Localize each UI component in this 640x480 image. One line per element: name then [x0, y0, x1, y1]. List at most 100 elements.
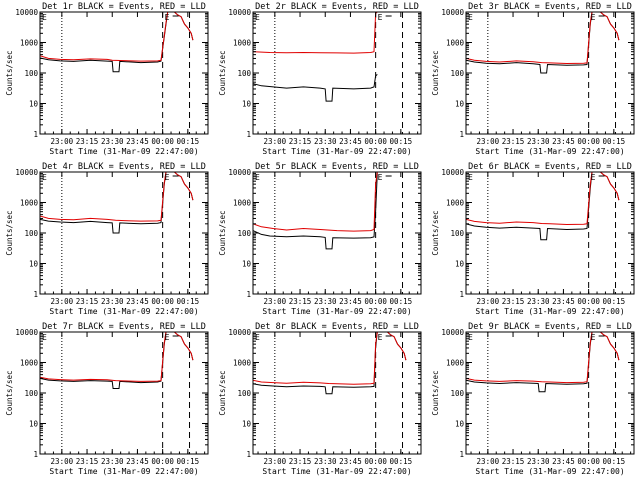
x-tick-label: 23:30 — [527, 297, 550, 306]
y-tick-label: 1000 — [446, 359, 465, 368]
plot-frame — [252, 171, 422, 295]
y-axis-label: Counts/sec — [218, 50, 227, 95]
panel-title: Det 6r BLACK = Events, RED = LLD — [468, 162, 632, 172]
x-tick-label: 23:30 — [101, 137, 124, 146]
x-axis-label: Start Time (31-Mar-09 22:47:00) — [262, 467, 411, 476]
y-tick-label: 10 — [29, 420, 39, 429]
x-tick-label: 23:00 — [264, 457, 287, 466]
events-rate-line — [466, 332, 620, 393]
x-tick-label: 23:45 — [552, 457, 575, 466]
x-tick-label: 23:45 — [552, 297, 575, 306]
x-tick-label: 23:00 — [477, 297, 500, 306]
x-tick-label: 23:30 — [101, 457, 124, 466]
events-rate-line — [253, 74, 378, 102]
x-axis-label: Start Time (31-Mar-09 22:47:00) — [262, 307, 411, 316]
x-tick-label: 23:45 — [552, 137, 575, 146]
x-tick-label: 00:15 — [390, 137, 413, 146]
y-tick-label: 10000 — [228, 168, 251, 177]
y-tick-label: 1 — [459, 290, 464, 299]
y-tick-label: 10 — [455, 420, 465, 429]
y-tick-label: 1 — [33, 450, 38, 459]
plot-frame — [252, 331, 422, 455]
plot-frame — [39, 171, 209, 295]
y-axis-label: Counts/sec — [431, 50, 440, 95]
x-tick-label: 00:15 — [177, 297, 200, 306]
x-tick-label: 23:30 — [314, 297, 337, 306]
x-tick-label: 23:00 — [477, 457, 500, 466]
panel-title: Det 8r BLACK = Events, RED = LLD — [255, 322, 419, 332]
lld-rate-line — [253, 172, 378, 232]
x-tick-label: 23:45 — [126, 457, 149, 466]
x-tick-label: 00:00 — [577, 297, 600, 306]
panel-title: Det 1r BLACK = Events, RED = LLD — [42, 2, 206, 12]
x-tick-label: 23:45 — [126, 297, 149, 306]
y-tick-label: 10 — [29, 260, 39, 269]
x-tick-label: 00:00 — [151, 137, 174, 146]
y-axis-label: Counts/sec — [431, 210, 440, 255]
y-tick-label: 1 — [459, 450, 464, 459]
x-tick-label: 00:15 — [603, 137, 626, 146]
x-tick-label: 23:30 — [314, 137, 337, 146]
y-tick-label: 100 — [24, 69, 38, 78]
event-marker-e: E — [42, 173, 47, 182]
y-tick-label: 100 — [24, 389, 38, 398]
x-tick-label: 23:00 — [51, 137, 74, 146]
x-tick-label: 00:15 — [177, 457, 200, 466]
y-tick-label: 1 — [33, 130, 38, 139]
y-tick-label: 1 — [33, 290, 38, 299]
x-axis-label: Start Time (31-Mar-09 22:47:00) — [49, 147, 198, 156]
x-tick-label: 23:45 — [126, 137, 149, 146]
x-tick-label: 23:30 — [314, 457, 337, 466]
x-tick-label: 23:15 — [502, 137, 525, 146]
x-tick-label: 00:15 — [603, 457, 626, 466]
y-tick-label: 10000 — [15, 328, 38, 337]
panel-title: Det 4r BLACK = Events, RED = LLD — [42, 162, 206, 172]
events-rate-line — [253, 332, 407, 395]
y-tick-label: 1000 — [446, 199, 465, 208]
event-marker-e: E — [165, 173, 170, 182]
y-tick-label: 10000 — [441, 168, 464, 177]
event-marker-e: E — [468, 13, 473, 22]
event-marker-e: E — [591, 333, 596, 342]
plot-frame — [465, 11, 635, 135]
event-marker-e: E — [255, 173, 260, 182]
x-axis-label: Start Time (31-Mar-09 22:47:00) — [475, 307, 624, 316]
x-tick-label: 00:00 — [151, 297, 174, 306]
x-tick-label: 23:45 — [339, 297, 362, 306]
y-tick-label: 1000 — [20, 199, 39, 208]
y-tick-label: 10 — [242, 420, 252, 429]
event-marker-e: E — [378, 13, 383, 22]
y-tick-label: 1000 — [20, 39, 39, 48]
y-tick-label: 1000 — [446, 39, 465, 48]
y-axis-label: Counts/sec — [218, 210, 227, 255]
x-tick-label: 00:00 — [151, 457, 174, 466]
y-tick-label: 10000 — [15, 8, 38, 17]
event-marker-e: E — [42, 333, 47, 342]
event-marker-e: E — [255, 13, 260, 22]
y-tick-label: 10000 — [441, 328, 464, 337]
x-tick-label: 00:15 — [390, 457, 413, 466]
event-marker-e: E — [165, 333, 170, 342]
x-tick-label: 23:45 — [339, 137, 362, 146]
y-tick-label: 100 — [237, 389, 251, 398]
x-tick-label: 23:15 — [289, 137, 312, 146]
y-tick-label: 10 — [455, 100, 465, 109]
lld-rate-line — [466, 172, 620, 226]
events-rate-line — [253, 173, 378, 250]
x-tick-label: 23:00 — [51, 297, 74, 306]
y-tick-label: 100 — [24, 229, 38, 238]
x-tick-label: 23:00 — [264, 297, 287, 306]
plot-frame — [465, 331, 635, 455]
x-tick-label: 23:15 — [76, 297, 99, 306]
x-tick-label: 23:15 — [76, 457, 99, 466]
y-tick-label: 1 — [246, 450, 251, 459]
x-tick-label: 00:00 — [577, 457, 600, 466]
x-axis-label: Start Time (31-Mar-09 22:47:00) — [475, 147, 624, 156]
x-tick-label: 00:00 — [364, 297, 387, 306]
